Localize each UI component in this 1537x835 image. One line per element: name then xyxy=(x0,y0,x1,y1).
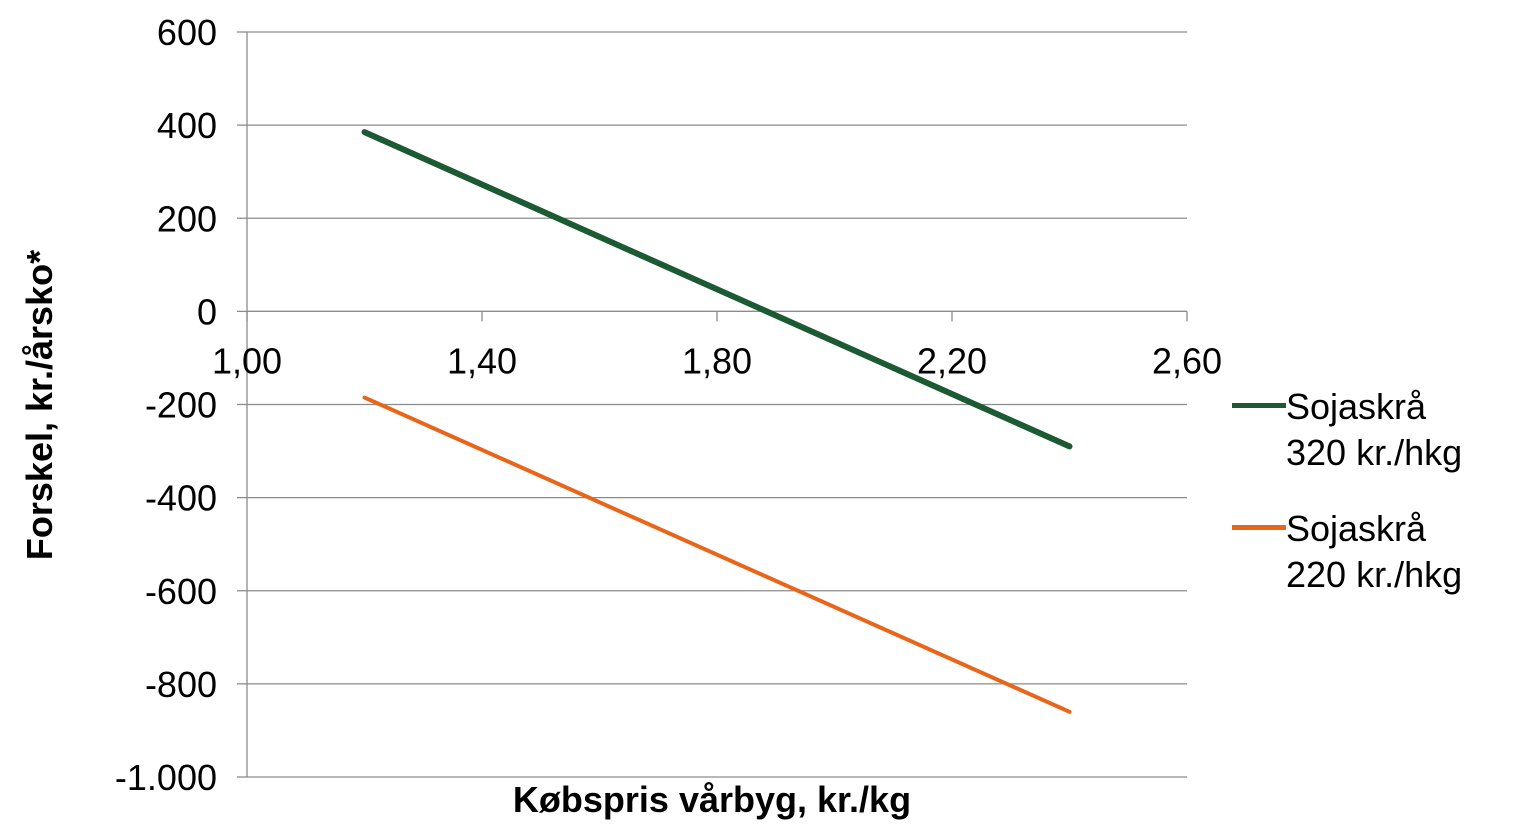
y-tick-label: -400 xyxy=(145,478,217,519)
x-axis-title: Købspris vårbyg, kr./kg xyxy=(513,779,911,820)
x-tick-label: 1,80 xyxy=(682,340,752,381)
legend-label: Sojaskrå 220 kr./hkg xyxy=(1286,508,1463,595)
y-tick-label: -800 xyxy=(145,664,217,705)
y-tick-label: 200 xyxy=(157,198,217,239)
legend-item: Sojaskrå 320 kr./hkg xyxy=(1232,384,1486,476)
y-tick-label: 400 xyxy=(157,105,217,146)
y-tick-label: 600 xyxy=(157,12,217,53)
y-axis-title: Forskel, kr./årsko* xyxy=(19,250,60,560)
x-tick-label: 1,00 xyxy=(212,340,282,381)
legend-label: Sojaskrå 320 kr./hkg xyxy=(1286,386,1463,473)
x-tick-label: 1,40 xyxy=(447,340,517,381)
series-line xyxy=(361,129,1073,450)
y-tick-label: -200 xyxy=(145,385,217,426)
y-tick-label: -1.000 xyxy=(115,757,217,798)
legend-item: Sojaskrå 220 kr./hkg xyxy=(1232,506,1486,598)
legend-swatch xyxy=(1232,403,1286,408)
series-line xyxy=(362,395,1072,714)
y-tick-label: -600 xyxy=(145,571,217,612)
legend-swatch xyxy=(1232,525,1286,530)
y-tick-label: 0 xyxy=(197,291,217,332)
x-tick-label: 2,60 xyxy=(1152,340,1222,381)
x-tick-label: 2,20 xyxy=(917,340,987,381)
